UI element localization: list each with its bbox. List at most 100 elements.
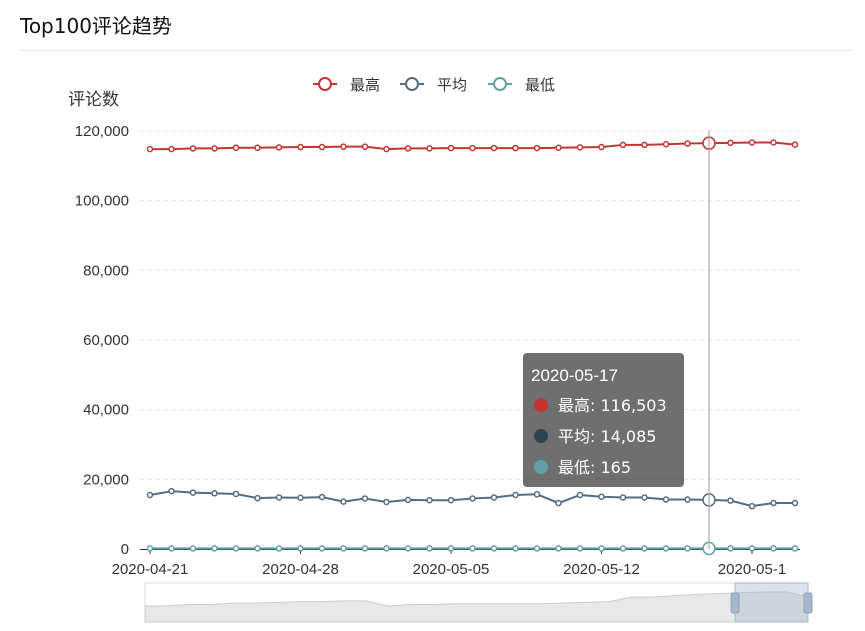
data-point[interactable] xyxy=(791,141,799,148)
data-point[interactable] xyxy=(340,498,347,505)
data-point[interactable] xyxy=(146,491,154,499)
data-point[interactable] xyxy=(598,493,605,500)
data-point[interactable] xyxy=(727,139,734,147)
data-point[interactable] xyxy=(275,494,283,501)
data-point[interactable] xyxy=(533,491,541,498)
data-point[interactable] xyxy=(490,545,498,552)
data-point[interactable] xyxy=(791,499,799,507)
data-point[interactable] xyxy=(232,144,240,151)
data-point[interactable] xyxy=(168,487,175,495)
data-point[interactable] xyxy=(555,545,562,552)
data-point[interactable] xyxy=(211,545,218,552)
data-point[interactable] xyxy=(555,499,562,507)
data-point[interactable] xyxy=(232,490,240,498)
data-point[interactable] xyxy=(469,144,476,152)
legend[interactable]: 最高 平均 最低 xyxy=(313,76,555,94)
data-point[interactable] xyxy=(168,145,175,153)
data-point[interactable] xyxy=(318,545,326,552)
zoom-handle[interactable] xyxy=(803,592,813,614)
data-point[interactable] xyxy=(598,143,605,151)
data-point[interactable] xyxy=(662,140,670,148)
data-point[interactable] xyxy=(297,494,304,502)
data-point[interactable] xyxy=(275,545,283,552)
data-point[interactable] xyxy=(297,545,304,552)
data-point[interactable] xyxy=(662,496,670,503)
data-point[interactable] xyxy=(641,141,648,149)
data-point[interactable] xyxy=(770,139,777,146)
data-point[interactable] xyxy=(211,490,218,497)
data-point[interactable] xyxy=(619,494,627,501)
data-point[interactable] xyxy=(684,140,691,147)
zoom-handle[interactable] xyxy=(730,592,740,614)
data-point[interactable] xyxy=(318,143,326,151)
data-point[interactable] xyxy=(684,545,691,552)
data-point[interactable] xyxy=(770,545,777,552)
data-point[interactable] xyxy=(684,496,691,503)
data-point[interactable] xyxy=(447,496,455,504)
legend-item[interactable]: 最低 xyxy=(488,76,555,94)
data-point[interactable] xyxy=(619,141,627,149)
data-point[interactable] xyxy=(490,494,498,501)
data-point[interactable] xyxy=(576,545,584,552)
data-point[interactable] xyxy=(426,545,433,552)
data-zoom-slider[interactable] xyxy=(144,582,813,623)
data-point[interactable] xyxy=(361,545,369,552)
data-point[interactable] xyxy=(211,145,218,152)
data-point[interactable] xyxy=(340,545,347,552)
data-point[interactable] xyxy=(533,144,541,152)
data-point[interactable] xyxy=(447,545,455,552)
data-point[interactable] xyxy=(189,489,197,496)
data-point[interactable] xyxy=(576,491,584,499)
data-point[interactable] xyxy=(662,545,670,552)
data-point[interactable] xyxy=(404,545,412,552)
data-point[interactable] xyxy=(748,139,756,146)
data-point[interactable] xyxy=(232,545,240,552)
data-point[interactable] xyxy=(512,144,519,152)
data-point[interactable] xyxy=(727,545,734,552)
legend-item[interactable]: 最高 xyxy=(313,76,380,94)
data-point[interactable] xyxy=(168,545,175,552)
legend-item[interactable]: 平均 xyxy=(400,76,467,94)
data-point[interactable] xyxy=(748,502,756,510)
data-point[interactable] xyxy=(619,545,627,552)
data-point[interactable] xyxy=(189,545,197,552)
data-point[interactable] xyxy=(383,498,390,506)
data-point[interactable] xyxy=(146,545,154,552)
data-point[interactable] xyxy=(770,499,777,507)
data-point[interactable] xyxy=(555,144,562,151)
data-point[interactable] xyxy=(641,545,648,552)
data-point[interactable] xyxy=(791,545,799,552)
data-point[interactable] xyxy=(490,144,498,152)
data-point[interactable] xyxy=(533,545,541,552)
data-point[interactable] xyxy=(512,491,519,499)
data-point[interactable] xyxy=(383,145,390,153)
data-point[interactable] xyxy=(318,493,326,501)
data-point[interactable] xyxy=(189,145,197,152)
data-point[interactable] xyxy=(598,545,605,552)
data-point[interactable] xyxy=(340,143,347,150)
data-point[interactable] xyxy=(576,144,584,151)
data-point[interactable] xyxy=(146,145,154,153)
zoom-window[interactable] xyxy=(734,582,809,623)
data-point[interactable] xyxy=(254,545,261,552)
data-point[interactable] xyxy=(275,144,283,151)
data-point[interactable] xyxy=(383,545,390,552)
data-point[interactable] xyxy=(641,494,648,501)
data-point[interactable] xyxy=(361,495,369,502)
data-point[interactable] xyxy=(426,496,433,504)
data-point[interactable] xyxy=(512,545,519,552)
data-point[interactable] xyxy=(469,545,476,552)
data-point[interactable] xyxy=(404,496,412,504)
data-point[interactable] xyxy=(469,495,476,502)
data-point[interactable] xyxy=(361,143,369,150)
data-point[interactable] xyxy=(727,497,734,504)
data-point[interactable] xyxy=(297,143,304,151)
data-point[interactable] xyxy=(426,145,433,152)
data-point[interactable] xyxy=(254,144,261,151)
data-point[interactable] xyxy=(404,145,412,152)
data-point[interactable] xyxy=(254,494,261,502)
data-point[interactable] xyxy=(748,545,756,552)
series[interactable] xyxy=(146,136,799,556)
data-point[interactable] xyxy=(447,144,455,152)
